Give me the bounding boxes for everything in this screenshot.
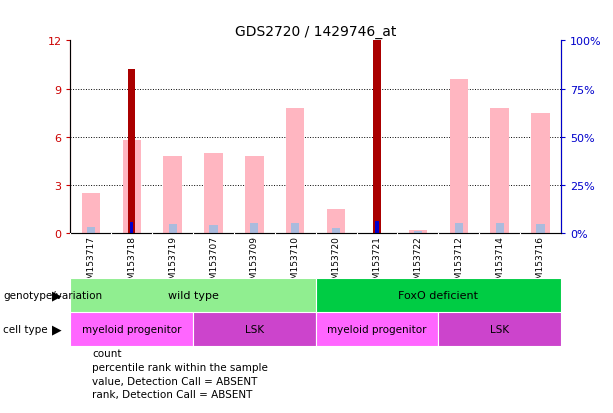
Bar	[164, 157, 182, 233]
Bar	[536, 225, 544, 233]
Bar	[438, 312, 561, 346]
Text: myeloid progenitor: myeloid progenitor	[327, 324, 427, 334]
Text: GSM153719: GSM153719	[168, 235, 177, 290]
Text: GSM153718: GSM153718	[128, 235, 136, 290]
Bar	[286, 109, 305, 233]
Bar	[375, 222, 379, 233]
Bar	[531, 113, 550, 233]
Text: GSM153722: GSM153722	[413, 235, 422, 290]
Text: GSM153709: GSM153709	[250, 235, 259, 290]
Text: GSM153714: GSM153714	[495, 235, 504, 290]
Title: GDS2720 / 1429746_at: GDS2720 / 1429746_at	[235, 25, 397, 39]
Bar	[409, 230, 427, 233]
Bar	[130, 222, 134, 233]
Text: genotype/variation: genotype/variation	[3, 290, 102, 300]
Bar	[87, 227, 95, 233]
Bar	[250, 224, 259, 233]
Bar	[204, 153, 223, 233]
Bar	[455, 224, 463, 233]
Text: LSK: LSK	[245, 324, 264, 334]
Bar	[210, 225, 218, 233]
Text: GSM153707: GSM153707	[209, 235, 218, 290]
Bar	[490, 109, 509, 233]
Bar	[128, 70, 135, 233]
Bar	[70, 312, 193, 346]
Bar	[495, 224, 504, 233]
Bar	[449, 80, 468, 233]
Bar	[327, 209, 345, 233]
Text: cell type: cell type	[3, 324, 48, 334]
Text: FoxO deficient: FoxO deficient	[398, 290, 478, 300]
Bar	[123, 140, 141, 233]
Text: wild type: wild type	[168, 290, 218, 300]
Text: GSM153721: GSM153721	[373, 235, 381, 290]
Text: GSM153720: GSM153720	[332, 235, 341, 290]
Text: myeloid progenitor: myeloid progenitor	[82, 324, 181, 334]
Text: LSK: LSK	[490, 324, 509, 334]
Bar	[82, 193, 100, 233]
Text: GSM153716: GSM153716	[536, 235, 545, 290]
Text: ▶: ▶	[51, 288, 61, 301]
Text: count: count	[92, 349, 121, 358]
Text: GSM153712: GSM153712	[454, 235, 463, 290]
Bar	[316, 278, 561, 312]
Bar	[291, 224, 299, 233]
Text: percentile rank within the sample: percentile rank within the sample	[92, 362, 268, 372]
Text: rank, Detection Call = ABSENT: rank, Detection Call = ABSENT	[92, 389, 253, 399]
Text: GSM153717: GSM153717	[86, 235, 96, 290]
Bar	[373, 41, 381, 233]
Bar	[414, 231, 422, 233]
Text: value, Detection Call = ABSENT: value, Detection Call = ABSENT	[92, 376, 257, 386]
Bar	[70, 278, 316, 312]
Bar	[332, 228, 340, 233]
Bar	[316, 312, 438, 346]
Bar	[169, 225, 177, 233]
Bar	[245, 157, 264, 233]
Bar	[193, 312, 316, 346]
Text: GSM153710: GSM153710	[291, 235, 300, 290]
Text: ▶: ▶	[51, 322, 61, 335]
